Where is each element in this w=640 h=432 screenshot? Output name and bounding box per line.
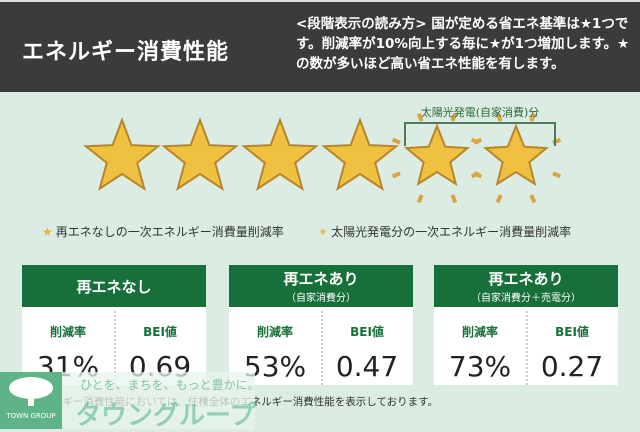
sun-ray	[416, 112, 424, 122]
star-icon	[321, 117, 399, 191]
bei-value: 0.47	[335, 350, 399, 383]
card-renewable-all: 再エネあり （自家消費分＋売電分） 削減率 73% BEI値 0.27	[434, 265, 618, 385]
card-title: 再エネあり	[488, 270, 564, 288]
watermark-tagline: ひとを、まちを、もっと豊かに。	[80, 378, 260, 392]
sun-ray	[391, 171, 401, 179]
bei-label: BEI値	[555, 325, 589, 339]
logo-text: TOWN GROUP	[6, 412, 56, 420]
card-renewable-self: 再エネあり （自家消費分） 削減率 53% BEI値 0.47	[229, 265, 413, 385]
reduction-label: 削減率	[256, 325, 293, 339]
page-title: エネルギー消費性能	[22, 40, 230, 65]
legend-solar: ✴ 太陽光発電分の一次エネルギー消費量削減率	[318, 223, 571, 240]
reduction-value: 73%	[448, 350, 512, 383]
sun-ray	[416, 194, 424, 204]
watermark-logo: TOWN GROUP	[0, 372, 62, 429]
sun-ray	[450, 194, 458, 204]
solar-star-icon: ✴	[318, 224, 329, 239]
star-shape	[161, 117, 239, 191]
star-shape	[404, 123, 470, 187]
star-icon	[83, 117, 161, 191]
sun-ray	[552, 171, 562, 179]
reduction-label: 削減率	[49, 325, 86, 339]
sun-ray	[470, 171, 480, 179]
legend-label: 太陽光発電分の一次エネルギー消費量削減率	[331, 225, 572, 239]
tree-icon	[9, 377, 53, 406]
bei-label: BEI値	[350, 325, 384, 339]
bei-label: BEI値	[143, 325, 177, 339]
star-icon: ★	[42, 224, 53, 239]
sun-ray	[529, 194, 537, 204]
sun-ray	[450, 112, 458, 122]
legend-no-renewable: ★ 再エネなしの一次エネルギー消費量削減率	[42, 223, 284, 240]
star-icon	[241, 117, 319, 191]
legend-label: 再エネなしの一次エネルギー消費量削減率	[55, 225, 284, 239]
bei-value: 0.27	[540, 350, 604, 383]
star-shape	[321, 117, 399, 191]
sun-ray	[529, 112, 537, 122]
sun-ray	[391, 137, 401, 145]
star-shape	[483, 123, 549, 187]
star-icon	[161, 117, 239, 191]
watermark-name: タウングループ	[75, 401, 256, 431]
sun-ray	[495, 112, 503, 122]
card-title: 再エネなし	[76, 277, 152, 296]
star-shape	[83, 117, 161, 191]
reduction-label: 削減率	[461, 325, 498, 339]
card-subtitle: （自家消費分＋売電分）	[471, 293, 581, 304]
solar-bracket	[404, 122, 556, 146]
card-subtitle: （自家消費分）	[286, 293, 356, 304]
card-title: 再エネあり	[283, 270, 359, 288]
rating-description: <段階表示の読み方> 国が定める省エネ基準は★1つです。削減率が10%向上する毎…	[296, 16, 630, 72]
star-shape	[241, 117, 319, 191]
card-no-renewable: 再エネなし 削減率 31% BEI値 0.69	[22, 265, 206, 385]
solar-bracket-label: 太陽光発電(自家消費)分	[420, 106, 540, 119]
star-rating	[83, 112, 562, 204]
header-banner: エネルギー消費性能 <段階表示の読み方> 国が定める省エネ基準は★1つです。削減…	[0, 0, 640, 92]
sun-ray	[495, 194, 503, 204]
sun-ray	[470, 137, 480, 145]
